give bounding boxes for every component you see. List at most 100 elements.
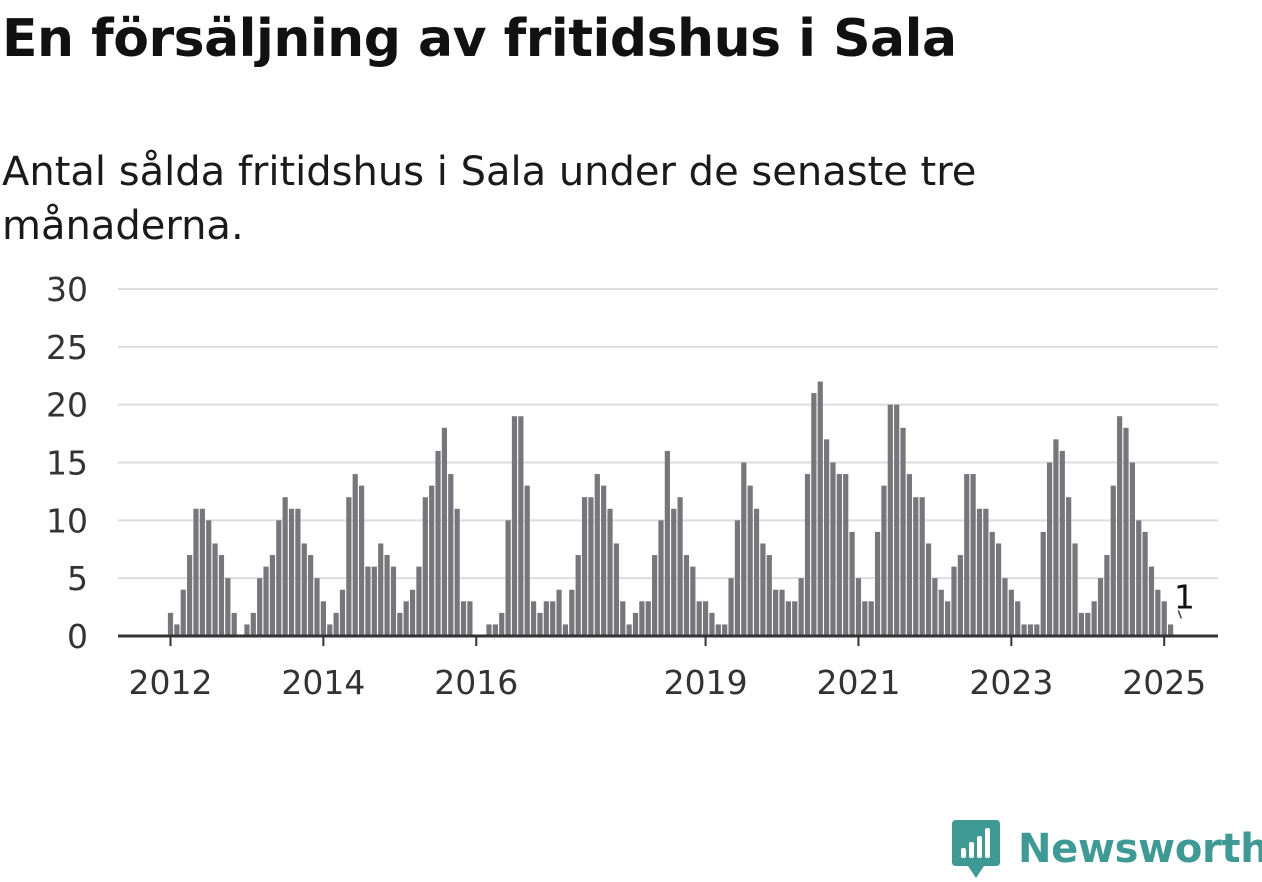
bar xyxy=(429,485,435,636)
bar xyxy=(1110,485,1116,636)
bar xyxy=(276,520,282,636)
bar xyxy=(448,474,454,636)
bar xyxy=(378,543,384,636)
bar xyxy=(900,427,906,636)
bar xyxy=(652,555,658,636)
bar xyxy=(1104,555,1110,636)
bar xyxy=(709,612,715,636)
bar xyxy=(371,566,377,636)
bar xyxy=(1142,531,1148,636)
x-tick-label: 2012 xyxy=(129,663,213,702)
bar xyxy=(817,381,823,636)
bar xyxy=(537,612,543,636)
bar xyxy=(811,393,817,636)
y-tick-label: 15 xyxy=(46,444,88,483)
bar xyxy=(792,601,798,636)
bar xyxy=(1167,624,1174,636)
bar xyxy=(225,578,231,636)
bar xyxy=(849,531,855,636)
chart-subtitle: Antal sålda fritidshus i Sala under de s… xyxy=(2,149,977,249)
y-tick-label: 25 xyxy=(46,328,88,367)
bar xyxy=(970,474,976,636)
bar xyxy=(804,474,811,636)
bar xyxy=(282,497,288,636)
bar xyxy=(913,497,919,636)
bar xyxy=(620,601,626,636)
bar xyxy=(1148,566,1155,636)
bar xyxy=(989,531,995,636)
bar xyxy=(409,589,416,636)
x-tick-label: 2019 xyxy=(664,663,748,702)
bar xyxy=(167,612,174,636)
bar xyxy=(683,555,690,636)
bar xyxy=(416,566,422,636)
bar xyxy=(550,601,556,636)
chart-title: En försäljning av fritidshus i Sala xyxy=(2,9,957,69)
bar xyxy=(218,555,225,636)
bar xyxy=(773,589,779,636)
bar xyxy=(454,508,460,636)
bar xyxy=(384,555,390,636)
bar xyxy=(1053,439,1059,636)
bar xyxy=(441,427,448,636)
bar xyxy=(581,497,588,636)
bar xyxy=(588,497,594,636)
bar xyxy=(925,543,932,636)
bar xyxy=(664,450,670,636)
bar xyxy=(868,601,874,636)
bar xyxy=(690,566,696,636)
bar xyxy=(467,601,473,636)
bar xyxy=(1091,601,1097,636)
bar xyxy=(677,497,683,636)
bar xyxy=(524,485,530,636)
bar xyxy=(492,624,498,636)
bar xyxy=(753,508,760,636)
bar xyxy=(556,589,562,636)
bar xyxy=(671,508,677,636)
bar xyxy=(601,485,607,636)
bar xyxy=(1066,497,1072,636)
bar xyxy=(741,462,747,636)
bar xyxy=(696,601,702,636)
bar xyxy=(798,578,804,636)
bar xyxy=(365,566,371,636)
bar xyxy=(976,508,983,636)
bar xyxy=(390,566,397,636)
bar xyxy=(1129,462,1135,636)
bar xyxy=(518,416,524,636)
bar xyxy=(951,566,957,636)
y-tick-label: 10 xyxy=(46,501,88,540)
bar xyxy=(199,508,205,636)
bar xyxy=(607,508,613,636)
bar xyxy=(269,555,276,636)
bar xyxy=(639,601,645,636)
x-tick-label: 2016 xyxy=(434,663,518,702)
x-tick-label: 2023 xyxy=(969,663,1053,702)
bar xyxy=(333,612,339,636)
x-tick-label: 2014 xyxy=(281,663,365,702)
bar xyxy=(1097,578,1104,636)
bar xyxy=(180,589,186,636)
bar xyxy=(339,589,346,636)
bar xyxy=(894,404,900,636)
bar xyxy=(1027,624,1034,636)
bar xyxy=(505,520,511,636)
newsworthy-brand[interactable]: Newsworthy xyxy=(950,816,1262,882)
brand-name: Newsworthy xyxy=(1018,826,1262,872)
bar xyxy=(295,508,301,636)
bar xyxy=(702,601,709,636)
bar xyxy=(499,612,505,636)
bar xyxy=(575,555,581,636)
bar xyxy=(996,543,1002,636)
bar xyxy=(938,589,944,636)
bar xyxy=(569,589,575,636)
bar xyxy=(836,474,842,636)
bar xyxy=(212,543,218,636)
x-tick-label: 2025 xyxy=(1122,663,1206,702)
bar xyxy=(1078,612,1085,636)
bar xyxy=(1034,624,1040,636)
bar xyxy=(530,601,537,636)
bar xyxy=(314,578,320,636)
bar xyxy=(645,601,651,636)
bar xyxy=(1040,531,1046,636)
